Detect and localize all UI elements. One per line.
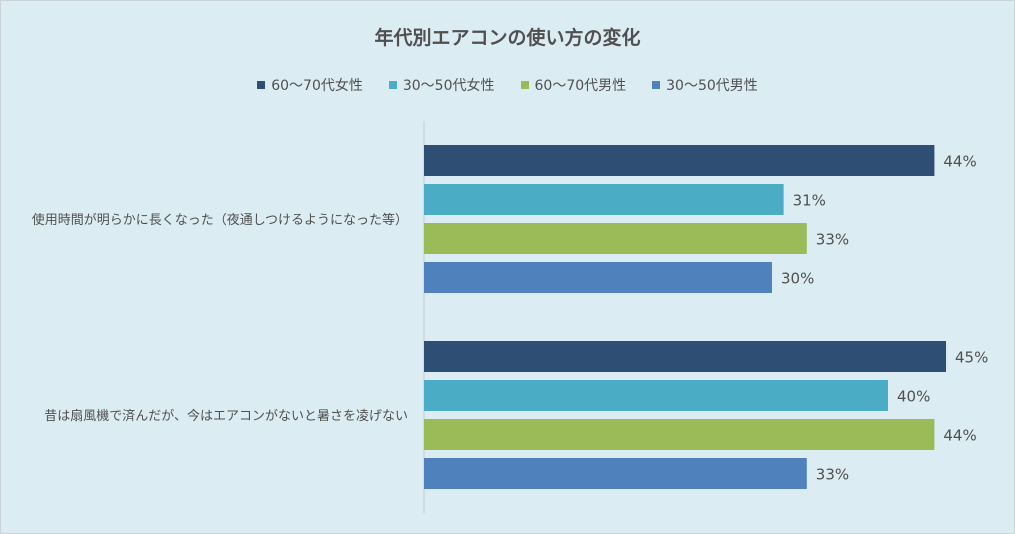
bar [424, 184, 784, 215]
bar [424, 458, 807, 489]
legend-item: 30～50代女性 [388, 75, 495, 95]
bar [424, 262, 772, 293]
data-label: 45% [955, 349, 988, 367]
legend-swatch [652, 81, 661, 89]
chart-title: 年代別エアコンの使い方の変化 [374, 27, 641, 49]
bar [424, 341, 946, 372]
category-label: 使用時間が明らかに長くなった（夜通しつけるようになった等） [32, 212, 408, 228]
legend-item: 60～70代男性 [520, 75, 627, 95]
category-label: 昔は扇風機で済んだが、今はエアコンがないと暑さを凌げない [44, 408, 408, 424]
legend-swatch [520, 81, 529, 89]
legend-swatch [388, 81, 397, 89]
data-label: 33% [816, 231, 849, 249]
legend-item: 30～50代男性 [652, 75, 758, 95]
legend-swatch [257, 81, 266, 89]
data-label: 30% [781, 270, 814, 288]
legend: 60～70代女性 30～50代女性 60～70代男性 30～50代男性 [1, 75, 1014, 95]
data-label: 44% [943, 427, 976, 445]
data-label: 40% [897, 388, 930, 406]
bar [424, 380, 888, 411]
bar [424, 419, 935, 450]
legend-item: 60～70代女性 [257, 75, 363, 95]
legend-label: 30～50代男性 [666, 78, 758, 94]
legend-label: 60～70代女性 [271, 78, 363, 94]
legend-label: 30～50代女性 [402, 78, 495, 94]
legend-label: 60～70代男性 [534, 78, 627, 94]
bar [424, 223, 807, 254]
data-label: 33% [816, 466, 849, 484]
data-label: 31% [793, 192, 826, 210]
data-label: 44% [943, 153, 976, 171]
bar [424, 145, 935, 176]
